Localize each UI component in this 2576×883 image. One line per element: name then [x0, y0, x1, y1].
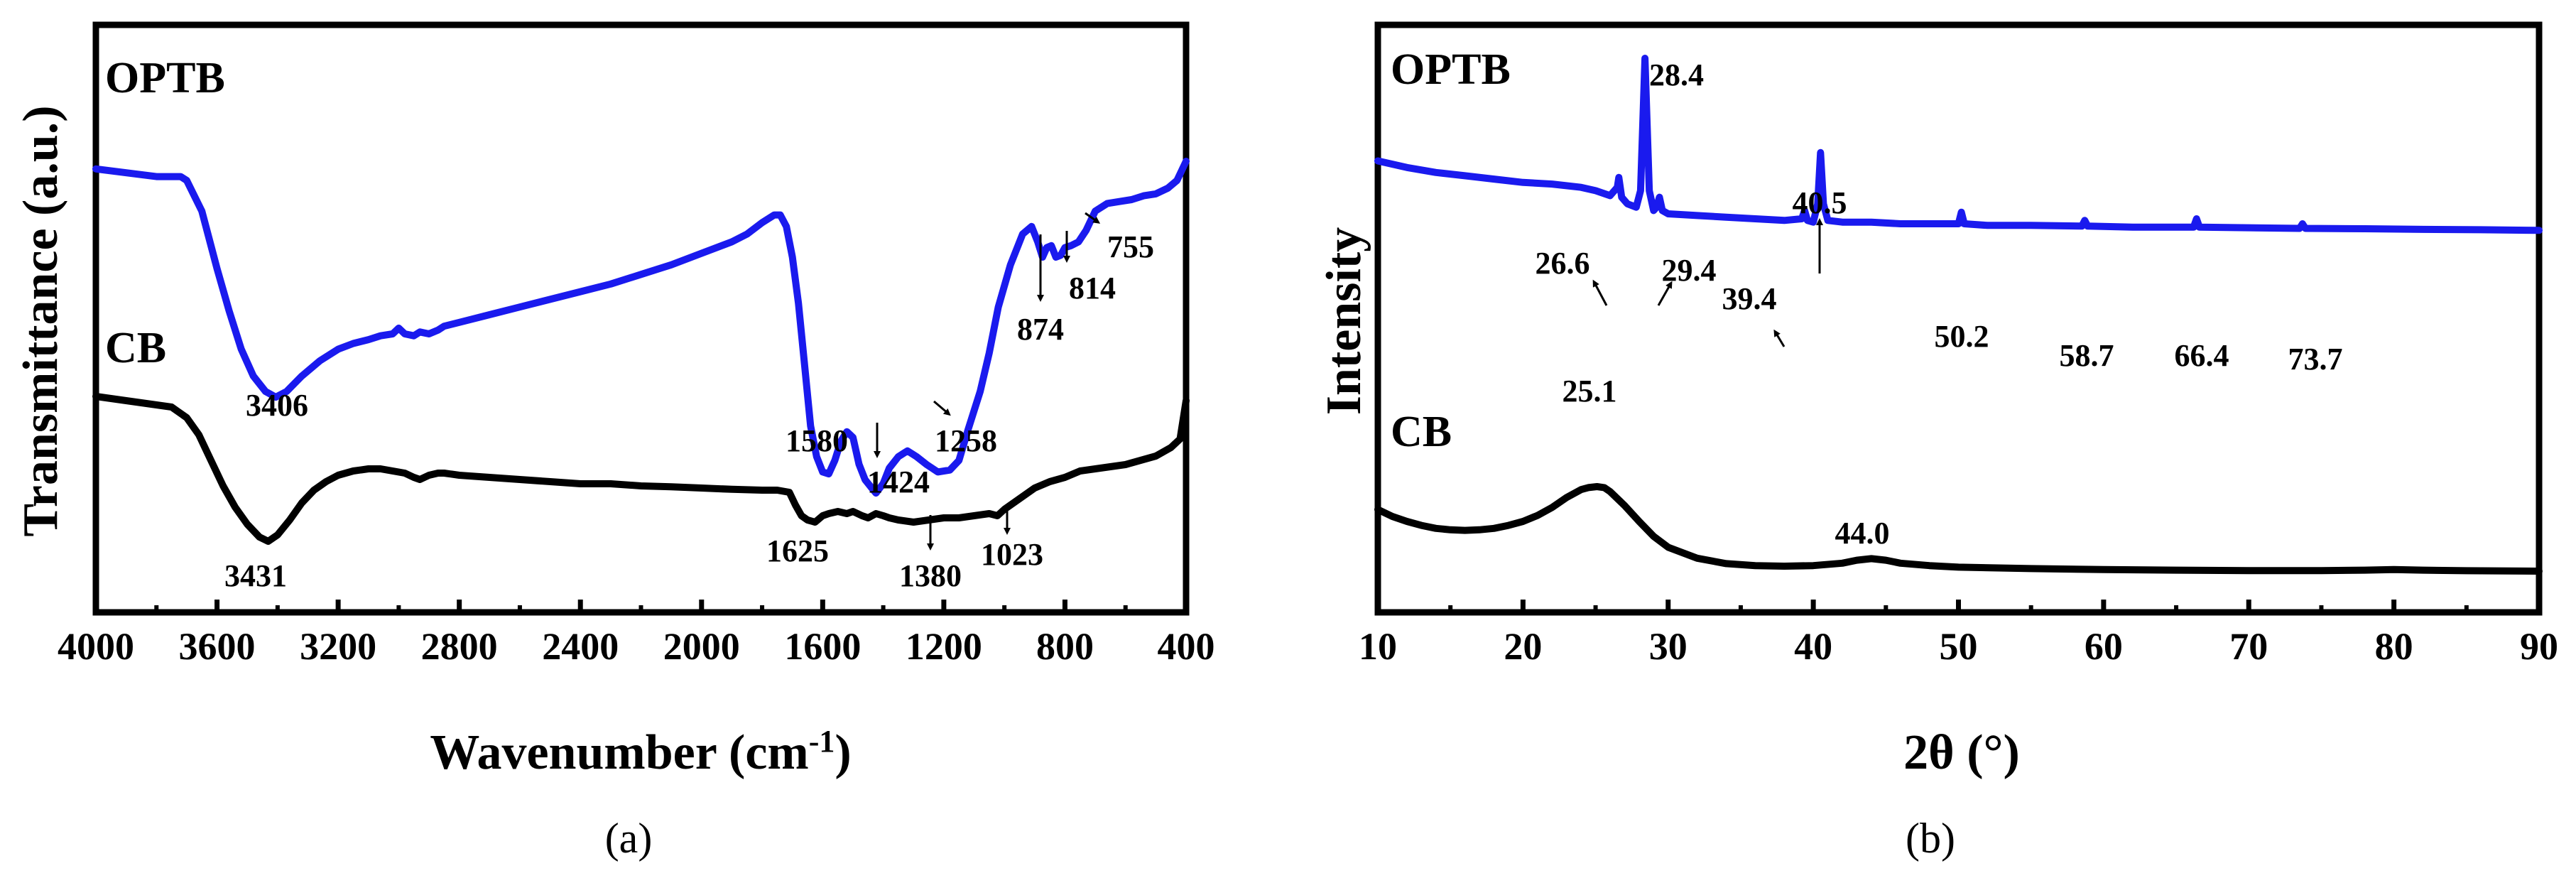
panel-a-x-tick-label: 400: [1158, 625, 1215, 668]
panel-a-caption: (a): [605, 815, 653, 862]
panel-a-x-tick-label: 1600: [784, 625, 861, 668]
peak-label-814: 814: [1069, 271, 1116, 305]
panel-b-x-tick-label: 90: [2520, 625, 2558, 668]
peak-label-874: 874: [1017, 312, 1064, 347]
panel-a-y-label: Transmittance (a.u.): [13, 105, 68, 536]
peak-label-3406: 3406: [246, 388, 308, 423]
panel-a-x-tick-label: 3200: [300, 625, 376, 668]
peak-label-1580: 1580: [786, 423, 848, 458]
peak-label-1424: 1424: [867, 465, 930, 499]
peak-label-3431: 3431: [224, 558, 287, 593]
peak-label-39-4: 39.4: [1722, 281, 1777, 316]
panel-b-series-label-cb: CB: [1391, 408, 1452, 456]
panel-a-x-tick-label: 2000: [663, 625, 740, 668]
panel-b-x-tick-label: 60: [2085, 625, 2123, 668]
panel-a-x-tick-label: 3600: [179, 625, 256, 668]
panel-a-series: [92, 158, 1190, 545]
peak-label-1380: 1380: [899, 558, 962, 593]
panel-b-x-tick-label: 20: [1504, 625, 1542, 668]
panel-a-x-tick-label: 2400: [542, 625, 619, 668]
peak-label-28-4: 28.4: [1649, 58, 1704, 92]
panel-b-x-tick-label: 50: [1940, 625, 1978, 668]
panel-a-x-tick-label: 4000: [58, 625, 134, 668]
annotation-arrow-1258: [933, 400, 951, 416]
panel-b-x-ticks: 10 20 30 40 50 60 70 80 90: [1359, 600, 2558, 668]
panel-a-x-tick-label: 800: [1036, 625, 1094, 668]
peak-label-1258: 1258: [935, 423, 997, 458]
panel-a-x-tick-label: 2800: [421, 625, 498, 668]
panel-a: 4000 3600 3200 2800 2400 2000 1600 1200 800 400 O…: [13, 21, 1215, 862]
panel-a-x-tick-label: 1200: [906, 625, 982, 668]
peak-label-29-4: 29.4: [1662, 253, 1717, 288]
peak-label-50-2: 50.2: [1935, 319, 1989, 354]
panel-b-x-tick-label: 80: [2375, 625, 2413, 668]
peak-label-73-7: 73.7: [2288, 342, 2343, 377]
panel-a-series-label-optb: OPTB: [105, 54, 225, 102]
peak-label-1023: 1023: [981, 537, 1043, 572]
panel-b-x-tick-label: 30: [1649, 625, 1688, 668]
panel-b-series: [1374, 55, 2543, 575]
panel-b: 10 20 30 40 50 60 70 80 90 OPTB CB Intensity 2θ …: [1317, 21, 2558, 862]
peak-label-755: 755: [1107, 229, 1154, 264]
panel-b-x-label: 2θ (°): [1903, 725, 2020, 780]
peak-label-26-6: 26.6: [1536, 246, 1590, 281]
annotation-arrow-39-4: [1773, 329, 1786, 347]
panel-a-series-label-cb: CB: [105, 324, 166, 372]
panel-a-x-label: Wavenumber (cm-1): [430, 724, 851, 781]
annotation-arrow-755: [1085, 212, 1101, 224]
annotation-arrow-26-6: [1592, 279, 1608, 306]
annotation-arrow-29-4: [1657, 281, 1673, 306]
peak-label-40-5: 40.5: [1793, 185, 1847, 220]
peak-label-25-1: 25.1: [1563, 374, 1617, 408]
peak-label-58-7: 58.7: [2060, 338, 2114, 373]
peak-label-1625: 1625: [766, 533, 829, 568]
peak-label-66-4: 66.4: [2175, 338, 2229, 373]
peak-label-44-0: 44.0: [1835, 516, 1890, 551]
panel-a-series-optb-line: [92, 158, 1190, 497]
panel-b-series-optb-line: [1374, 55, 2543, 234]
panel-b-x-tick-label: 40: [1794, 625, 1832, 668]
panel-a-x-ticks: 4000 3600 3200 2800 2400 2000 1600 1200 800 400: [58, 600, 1215, 668]
panel-b-series-label-optb: OPTB: [1391, 45, 1511, 94]
panel-b-series-cb-line: [1374, 483, 2543, 575]
panel-b-caption: (b): [1906, 815, 1955, 862]
panel-b-y-label: Intensity: [1317, 227, 1371, 415]
panel-b-x-tick-label: 10: [1359, 625, 1397, 668]
panel-b-x-tick-label: 70: [2229, 625, 2268, 668]
